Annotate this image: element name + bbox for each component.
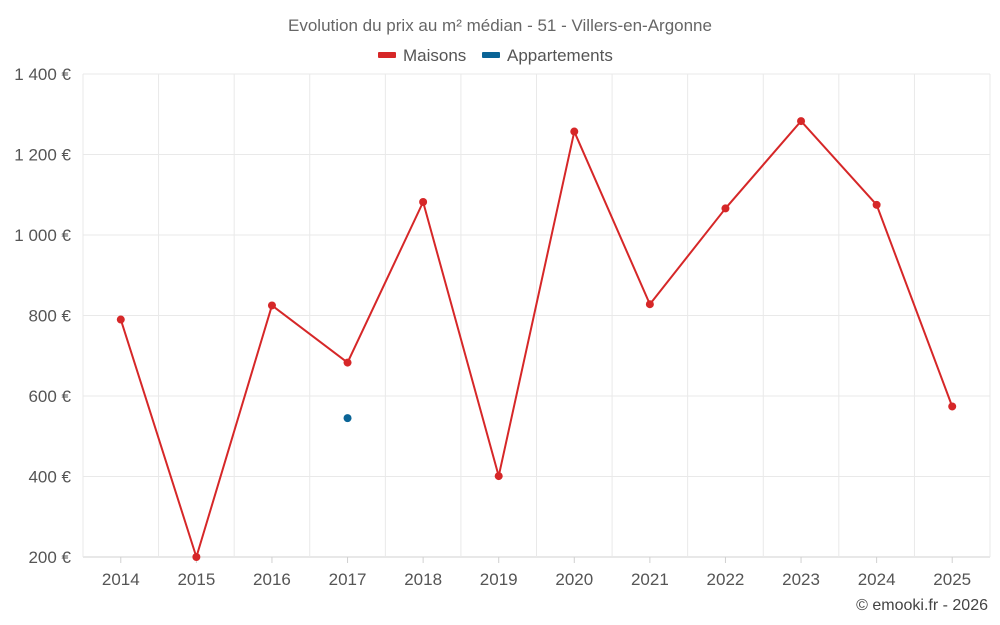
data-point-maisons-2014[interactable] [116, 315, 125, 324]
x-tick-label: 2017 [329, 570, 367, 589]
legend[interactable]: Maisons Appartements [378, 46, 613, 65]
y-axis: 200 € 400 € 600 € 800 € 1 000 € 1 200 € 1 400 … [14, 65, 71, 567]
x-axis: 2014 2015 2016 2017 2018 2019 2020 2021 2022 2023… [102, 557, 971, 589]
x-tick-label: 2021 [631, 570, 669, 589]
y-tick-label: 600 € [28, 387, 71, 406]
data-point-maisons-2016[interactable] [267, 301, 276, 310]
series-maisons [116, 117, 957, 561]
legend-label-maisons[interactable]: Maisons [403, 46, 466, 65]
data-point-maisons-2018[interactable] [419, 197, 428, 206]
data-point-maisons-2017[interactable] [343, 358, 352, 367]
data-point-appartements-2017[interactable] [343, 414, 352, 423]
legend-swatch-appartements [482, 52, 500, 58]
y-tick-label: 1 000 € [14, 226, 71, 245]
series [116, 117, 957, 561]
data-point-maisons-2019[interactable] [494, 472, 503, 481]
data-point-maisons-2021[interactable] [645, 300, 654, 309]
legend-item-maisons[interactable]: Maisons [378, 46, 466, 65]
series-appartements [343, 414, 352, 423]
y-tick-label: 1 400 € [14, 65, 71, 84]
series-line-maisons [119, 120, 954, 558]
x-tick-label: 2023 [782, 570, 820, 589]
legend-item-appartements[interactable]: Appartements [482, 46, 613, 65]
legend-label-appartements[interactable]: Appartements [507, 46, 613, 65]
legend-swatch-maisons [378, 52, 396, 58]
data-point-maisons-2025[interactable] [948, 402, 957, 411]
y-tick-label: 200 € [28, 548, 71, 567]
x-tick-label: 2015 [177, 570, 215, 589]
x-tick-label: 2025 [933, 570, 971, 589]
chart-title: Evolution du prix au m² médian - 51 - Vi… [288, 16, 712, 35]
data-point-maisons-2022[interactable] [721, 204, 730, 213]
data-point-maisons-2020[interactable] [570, 127, 579, 136]
grid [82, 73, 991, 558]
x-tick-label: 2016 [253, 570, 291, 589]
x-tick-label: 2020 [555, 570, 593, 589]
x-tick-label: 2014 [102, 570, 140, 589]
y-tick-label: 800 € [28, 307, 71, 326]
x-tick-label: 2019 [480, 570, 518, 589]
x-tick-label: 2022 [707, 570, 745, 589]
y-tick-label: 1 200 € [14, 146, 71, 165]
x-tick-label: 2018 [404, 570, 442, 589]
credit-text: © emooki.fr - 2026 [856, 597, 988, 614]
data-point-maisons-2023[interactable] [797, 117, 806, 126]
y-tick-label: 400 € [28, 468, 71, 487]
x-tick-label: 2024 [858, 570, 896, 589]
data-point-maisons-2015[interactable] [192, 553, 201, 561]
data-point-maisons-2024[interactable] [872, 200, 881, 209]
